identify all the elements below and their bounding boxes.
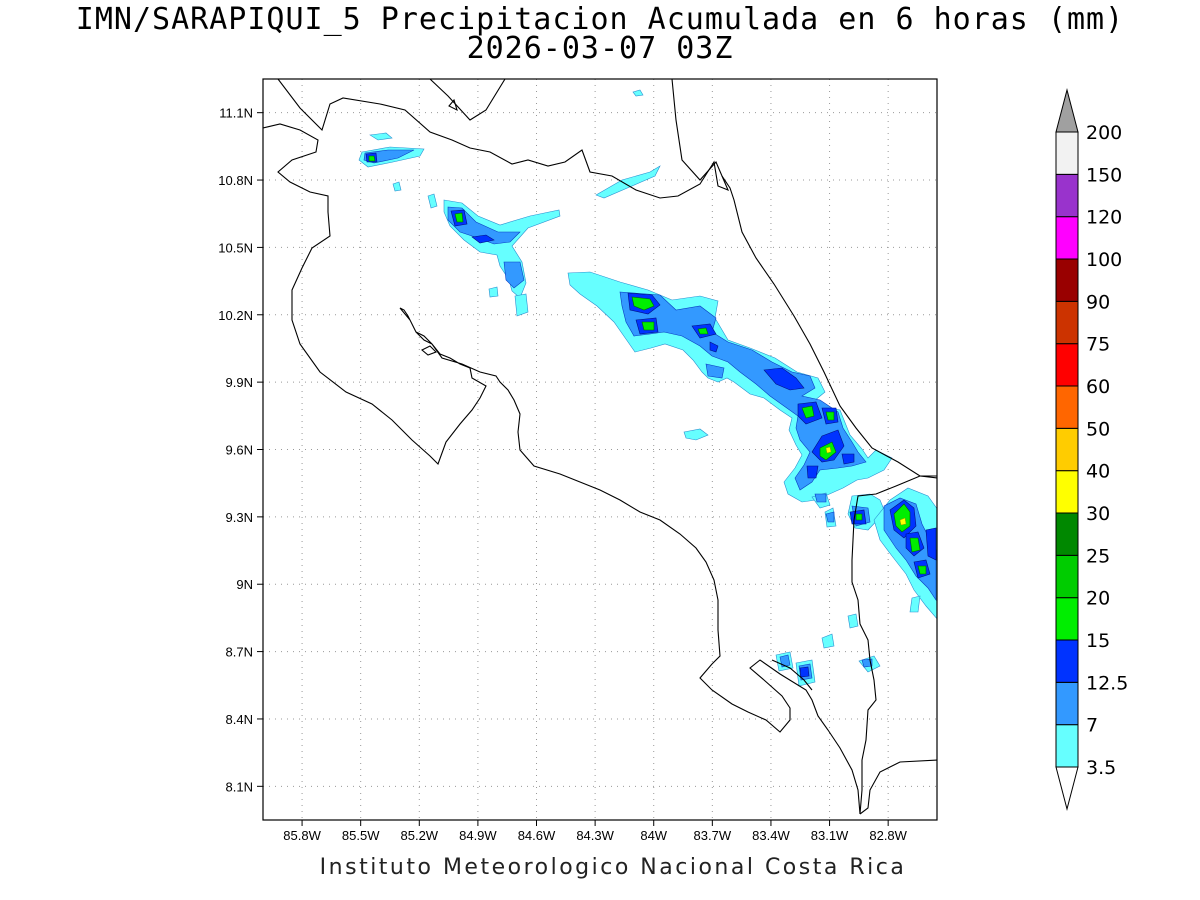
- colorbar-swatch: [1055, 681, 1079, 726]
- longitude-axis: 85.8W 85.5W 85.2W 84.9W 84.6W 84.3W 84W 83.7W 83…: [283, 820, 908, 843]
- colorbar-label: 7: [1086, 715, 1098, 737]
- colorbar-label: 150: [1086, 164, 1122, 186]
- y-tick-label: 10.2N: [218, 308, 253, 323]
- colorbar-min-arrow: [1055, 766, 1079, 811]
- colorbar-swatch: [1055, 554, 1079, 599]
- colorbar-swatch: [1055, 597, 1079, 641]
- colorbar-swatch: [1055, 512, 1079, 556]
- colorbar-label: 15: [1086, 630, 1110, 652]
- x-tick-label: 83.7W: [694, 828, 732, 843]
- y-tick-label: 9.3N: [226, 510, 253, 525]
- colorbar-label: 120: [1086, 207, 1122, 229]
- y-tick-label: 9.9N: [226, 375, 253, 390]
- colorbar-swatch: [1055, 427, 1079, 472]
- colorbar-label: 100: [1086, 249, 1122, 271]
- precipitation-colorbar: 3.5 7 12.5 15 20 25 30 40 50 60 75 90 100 120 150 200: [1055, 88, 1128, 811]
- colorbar-label: 3.5: [1086, 757, 1116, 779]
- x-tick-label: 82.8W: [869, 828, 907, 843]
- colorbar-swatch: [1055, 216, 1079, 260]
- x-tick-label: 84W: [640, 828, 667, 843]
- x-tick-label: 84.3W: [576, 828, 614, 843]
- y-tick-label: 8.4N: [226, 712, 253, 727]
- colorbar-swatch: [1055, 343, 1079, 387]
- colorbar-label: 75: [1086, 334, 1110, 356]
- y-tick-label: 11.1N: [219, 106, 253, 121]
- precipitation-field: [358, 89, 937, 687]
- colorbar-label: 60: [1086, 376, 1110, 398]
- x-tick-label: 84.9W: [459, 828, 497, 843]
- colorbar-label: 90: [1086, 291, 1110, 313]
- x-tick-label: 83.4W: [752, 828, 790, 843]
- colorbar-swatch: [1055, 724, 1079, 768]
- x-tick-label: 85.8W: [283, 828, 321, 843]
- x-tick-label: 85.5W: [342, 828, 380, 843]
- footer-credit: Instituto Meteorologico Nacional Costa R…: [319, 855, 907, 880]
- x-tick-label: 84.6W: [518, 828, 556, 843]
- map-timestamp: 2026-03-07 03Z: [466, 31, 734, 66]
- y-tick-label: 9N: [236, 577, 253, 592]
- colorbar-swatch: [1055, 258, 1079, 302]
- coastline: [263, 79, 937, 815]
- colorbar-label: 50: [1086, 418, 1110, 440]
- y-tick-label: 9.6N: [226, 443, 253, 458]
- x-tick-label: 85.2W: [401, 828, 439, 843]
- colorbar-swatch: [1055, 385, 1079, 429]
- colorbar-swatch: [1055, 300, 1079, 345]
- colorbar-label: 12.5: [1086, 672, 1128, 694]
- map-grid: [263, 79, 937, 820]
- colorbar-swatch: [1055, 639, 1079, 683]
- colorbar-label: 200: [1086, 122, 1122, 144]
- y-tick-label: 10.5N: [218, 240, 253, 255]
- colorbar-swatch: [1055, 173, 1079, 218]
- latitude-axis: 11.1N 10.8N 10.5N 10.2N 9.9N 9.6N 9.3N 9N 8.7N 8.…: [218, 106, 263, 794]
- colorbar-max-arrow: [1055, 88, 1079, 133]
- y-tick-label: 8.7N: [226, 645, 253, 660]
- colorbar-label: 30: [1086, 503, 1110, 525]
- colorbar-swatch: [1055, 470, 1079, 514]
- y-tick-label: 10.8N: [218, 173, 253, 188]
- colorbar-label: 20: [1086, 588, 1110, 610]
- map-title: IMN/SARAPIQUI_5 Precipitacion Acumulada …: [75, 2, 1125, 37]
- x-tick-label: 83.1W: [811, 828, 849, 843]
- y-tick-label: 8.1N: [226, 779, 253, 794]
- colorbar-label: 25: [1086, 545, 1110, 567]
- colorbar-label: 40: [1086, 461, 1110, 483]
- colorbar-swatch: [1055, 131, 1079, 175]
